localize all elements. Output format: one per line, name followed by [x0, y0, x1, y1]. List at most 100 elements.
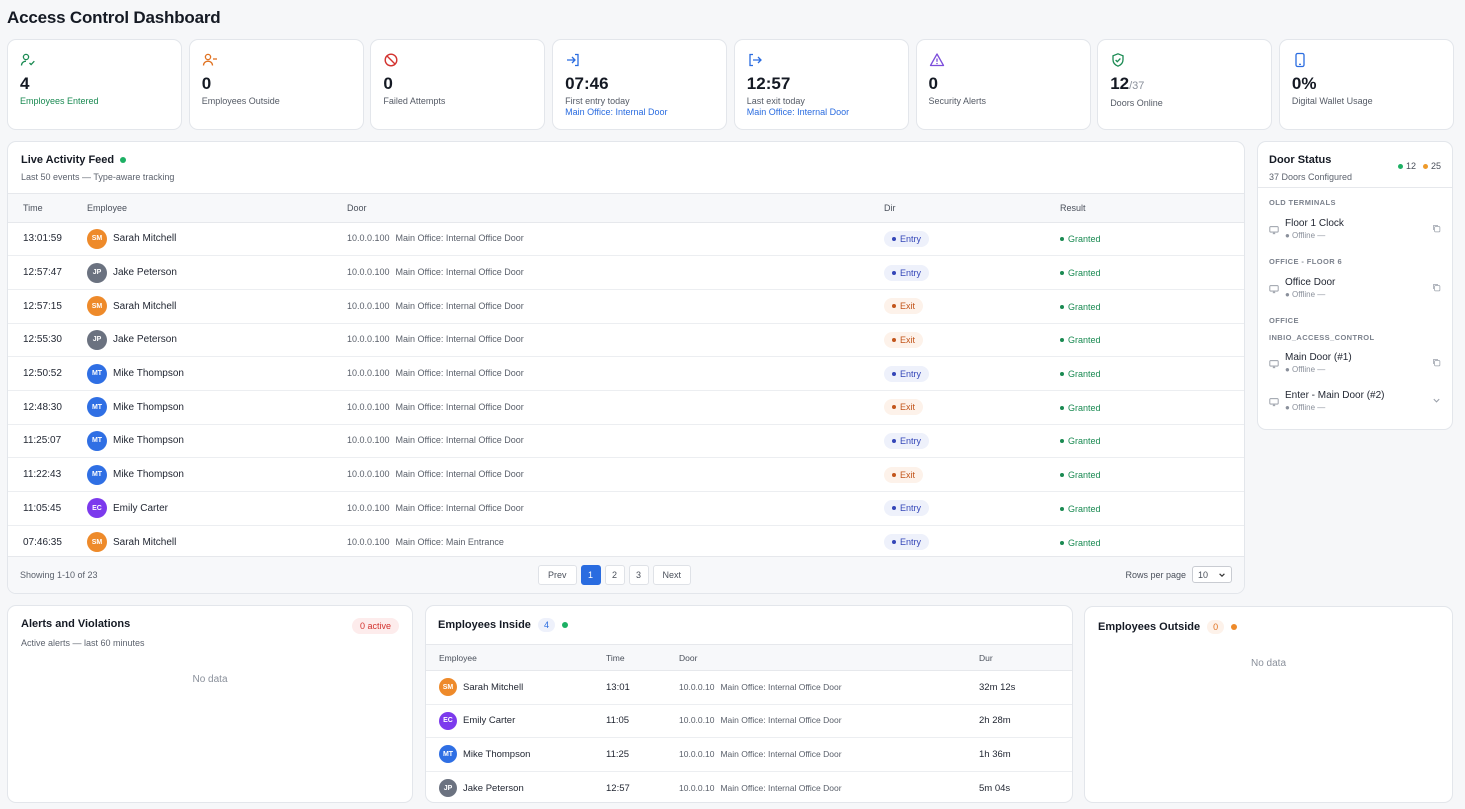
page-title: Access Control Dashboard: [7, 8, 221, 27]
table-row[interactable]: SM Sarah Mitchell 13:01 10.0.0.10 Main Offic…: [426, 670, 1072, 705]
avatar: EC: [439, 711, 457, 730]
result-status: Granted: [1060, 369, 1101, 379]
prev-page-button[interactable]: Prev: [538, 565, 577, 585]
door-group-label: INBIO_ACCESS_CONTROL: [1269, 333, 1375, 342]
stat-value: 12: [1110, 74, 1130, 93]
table-row[interactable]: 12:57:15 SM Sarah Mitchell 10.0.0.100 Main O…: [8, 289, 1244, 324]
page-1-button[interactable]: 1: [580, 565, 601, 585]
stat-value-sub: /37: [1129, 80, 1145, 92]
avatar: SM: [87, 228, 107, 249]
avatar: MT: [87, 397, 107, 418]
door-ip: 10.0.0.100: [347, 536, 390, 547]
copy-icon[interactable]: [1432, 279, 1441, 297]
result-status: Granted: [1060, 470, 1101, 480]
feed-header: Live Activity Feed Last 50 events — Type…: [8, 142, 1244, 194]
door-name: Enter - Main Door (#2): [1285, 390, 1385, 401]
table-row[interactable]: 12:55:30 JP Jake Peterson 10.0.0.100 Main Of…: [8, 323, 1244, 358]
avatar: SM: [87, 532, 107, 553]
stat-label: Doors Online: [1110, 98, 1163, 108]
avatar: MT: [87, 363, 107, 384]
page-3-button[interactable]: 3: [628, 565, 649, 585]
stat-sublabel[interactable]: Main Office: Internal Door: [746, 107, 850, 117]
door-item[interactable]: Main Door (#1) ● Offline —: [1258, 352, 1452, 390]
alerts-empty: No data: [192, 674, 228, 685]
employees-inside-body: SM Sarah Mitchell 13:01 10.0.0.10 Main Offic…: [426, 670, 1072, 802]
stat-card: 4 Employees Entered: [7, 39, 182, 130]
stat-label: Last exit today: [746, 96, 805, 106]
direction-badge: Entry: [884, 365, 930, 382]
table-row[interactable]: 13:01:59 SM Sarah Mitchell 10.0.0.100 Main O…: [8, 222, 1244, 257]
feed-table: Time Employee Door Dir Result 13:01:59 SM…: [8, 194, 1244, 560]
user-check-icon: [20, 52, 169, 68]
stat-card: 0 Failed Attempts: [370, 39, 546, 130]
avatar: MT: [439, 745, 457, 764]
table-row[interactable]: 12:57:47 JP Jake Peterson 10.0.0.100 Main Of…: [8, 255, 1244, 290]
table-row[interactable]: JP Jake Peterson 12:57 10.0.0.10 Main Office…: [426, 771, 1072, 802]
table-row[interactable]: 11:05:45 EC Emily Carter 10.0.0.100 Main Off…: [8, 491, 1244, 526]
avatar: JP: [439, 779, 457, 798]
avatar: MT: [87, 430, 107, 451]
employee-name: Sarah Mitchell: [113, 300, 177, 312]
stat-label: Security Alerts: [928, 96, 987, 106]
col-dir: Dir: [869, 194, 1045, 223]
door-item[interactable]: Enter - Main Door (#2) ● Offline —: [1258, 390, 1452, 428]
table-row[interactable]: 11:25:07 MT Mike Thompson 10.0.0.100 Main Of…: [8, 424, 1244, 459]
employees-inside-count: 4: [537, 618, 555, 632]
employees-inside-title: Employees Inside: [438, 619, 531, 631]
employees-outside-panel: Employees Outside 0 No data: [1084, 606, 1453, 803]
employee-name: Emily Carter: [463, 715, 516, 727]
copy-icon[interactable]: [1432, 220, 1441, 238]
stat-value: 0: [201, 74, 212, 93]
door-name: Main Office: Internal Office Door: [395, 334, 524, 345]
door-item[interactable]: Floor 1 Clock ● Offline —: [1258, 218, 1452, 256]
next-page-button[interactable]: Next: [652, 565, 692, 585]
avatar: SM: [439, 678, 457, 697]
door-ip: 10.0.0.100: [347, 401, 390, 412]
alerts-title: Alerts and Violations: [21, 618, 131, 630]
table-row[interactable]: MT Mike Thompson 11:25 10.0.0.10 Main Office…: [426, 737, 1072, 772]
event-time: 13:01:59: [8, 222, 72, 257]
table-row[interactable]: 11:22:43 MT Mike Thompson 10.0.0.100 Main Of…: [8, 457, 1244, 492]
table-row[interactable]: EC Emily Carter 11:05 10.0.0.10 Main Office:…: [426, 704, 1072, 739]
copy-icon[interactable]: [1432, 354, 1441, 372]
employee-name: Sarah Mitchell: [113, 536, 177, 548]
rows-per-page-value: 10: [1198, 569, 1209, 580]
employees-inside-header: Employees Inside 4: [426, 606, 1072, 644]
avatar: JP: [87, 329, 107, 350]
door-item[interactable]: Office Door ● Offline —: [1258, 277, 1452, 315]
event-time: 12:48:30: [8, 390, 72, 425]
stat-label: Employees Entered: [20, 96, 99, 106]
rows-per-page-select[interactable]: 10: [1192, 566, 1232, 583]
col-dur: Dur: [966, 644, 1072, 671]
chevron-down-icon[interactable]: [1432, 392, 1441, 410]
live-activity-feed: Live Activity Feed Last 50 events — Type…: [7, 141, 1245, 594]
stat-sublabel[interactable]: Main Office: Internal Door: [565, 107, 668, 117]
table-row[interactable]: 12:50:52 MT Mike Thompson 10.0.0.100 Main Of…: [8, 356, 1244, 391]
door-ip: 10.0.0.100: [347, 300, 390, 311]
door-name: Main Office: Internal Office Door: [720, 748, 842, 759]
feed-title: Live Activity Feed: [21, 154, 115, 166]
col-employee: Employee: [426, 644, 593, 671]
monitor-icon: [1269, 394, 1279, 412]
live-indicator-dot: [561, 622, 568, 628]
door-status-text: ● Offline —: [1285, 365, 1326, 374]
stat-value: 12:57: [746, 74, 791, 93]
employee-name: Sarah Mitchell: [463, 681, 524, 693]
event-time: 12:57:15: [8, 289, 72, 324]
door-status-title: Door Status: [1269, 154, 1332, 166]
avatar: JP: [87, 262, 107, 283]
pagination: Prev 1 2 3 Next: [538, 565, 692, 585]
ban-icon: [383, 52, 532, 68]
alerts-subtitle: Active alerts — last 60 minutes: [21, 638, 145, 648]
result-status: Granted: [1060, 268, 1101, 278]
event-time: 11:05:45: [8, 491, 72, 526]
table-row[interactable]: 12:48:30 MT Mike Thompson 10.0.0.100 Main Of…: [8, 390, 1244, 425]
door-name: Main Office: Internal Office Door: [395, 368, 524, 379]
table-row[interactable]: 07:46:35 SM Sarah Mitchell 10.0.0.100 Main O…: [8, 525, 1244, 560]
door-name: Main Office: Internal Office Door: [395, 435, 524, 446]
rows-per-page-label: Rows per page: [1125, 569, 1186, 580]
door-group-label: OLD TERMINALS: [1269, 198, 1336, 207]
page-2-button[interactable]: 2: [604, 565, 625, 585]
login-icon: [565, 52, 714, 68]
entry-time: 11:05: [593, 704, 666, 739]
